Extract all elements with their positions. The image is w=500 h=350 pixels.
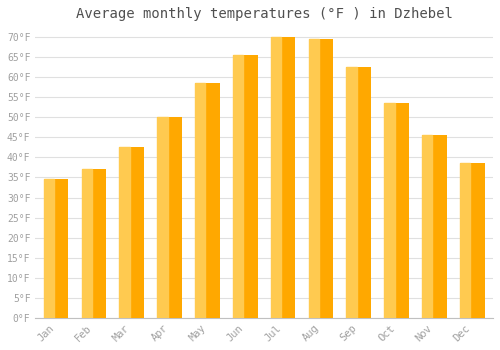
Bar: [120, 147, 144, 318]
Bar: [422, 135, 446, 318]
Bar: [195, 83, 220, 318]
Bar: [384, 103, 409, 318]
Bar: [422, 135, 432, 318]
Bar: [308, 39, 333, 318]
Bar: [82, 169, 92, 318]
Bar: [271, 37, 295, 318]
Bar: [82, 169, 106, 318]
Bar: [44, 180, 54, 318]
Title: Average monthly temperatures (°F ) in Dzhebel: Average monthly temperatures (°F ) in Dz…: [76, 7, 452, 21]
Bar: [384, 103, 394, 318]
Bar: [233, 55, 258, 318]
Bar: [195, 83, 205, 318]
Bar: [120, 147, 130, 318]
Bar: [460, 163, 484, 318]
Bar: [44, 180, 68, 318]
Bar: [308, 39, 319, 318]
Bar: [460, 163, 470, 318]
Bar: [233, 55, 243, 318]
Bar: [158, 117, 182, 318]
Bar: [158, 117, 168, 318]
Bar: [346, 67, 371, 318]
Bar: [346, 67, 357, 318]
Bar: [271, 37, 281, 318]
